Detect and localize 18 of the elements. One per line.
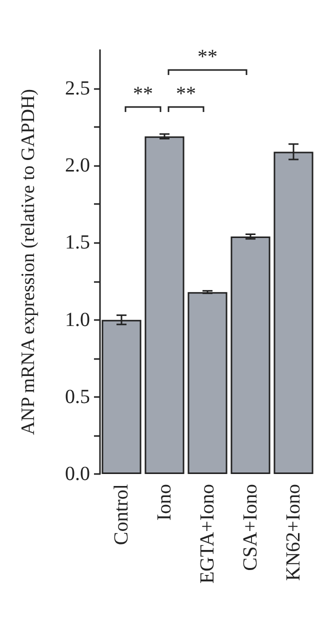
y-tick-label: 0.0 [65, 463, 90, 485]
annotation: ** [198, 46, 218, 70]
bar [188, 292, 228, 474]
annotation: ** [176, 83, 196, 106]
x-tick-label: EGTA+Iono [196, 484, 218, 584]
bar [230, 236, 270, 474]
annotation: ** [133, 83, 153, 106]
bar [144, 136, 184, 474]
y-tick-label: 0.5 [65, 386, 90, 408]
x-tick-label: Control [110, 484, 132, 546]
y-tick-label: 1.0 [65, 308, 90, 331]
y-tick-label: 2.0 [65, 154, 90, 177]
x-tick-label: CSA+Iono [240, 484, 262, 571]
x-tick-label: KN62+Iono [282, 484, 304, 581]
x-tick-label: Iono [154, 484, 176, 521]
y-tick-label: 2.5 [65, 78, 90, 100]
y-axis-title: ANP mRNA expression (relative to GAPDH) [18, 88, 39, 436]
y-tick-label: 1.5 [65, 232, 90, 254]
